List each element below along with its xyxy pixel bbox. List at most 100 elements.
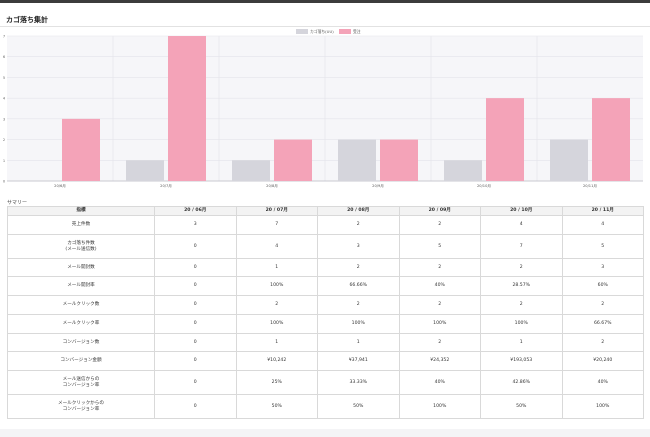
table-cell: 0 xyxy=(154,234,237,259)
table-cell: 100% xyxy=(398,314,481,334)
table-cell: ¥193,053 xyxy=(480,351,563,371)
y-tick-label: 4 xyxy=(3,97,6,101)
legend-label: 受注 xyxy=(353,29,361,34)
table-cell: 0 xyxy=(154,351,237,371)
y-tick-label: 7 xyxy=(3,35,5,39)
table-cell: 0 xyxy=(154,314,237,334)
table-cell: 4 xyxy=(480,215,563,235)
table-cell: 50% xyxy=(317,394,400,419)
row-label: コンバージョン数 xyxy=(7,333,155,352)
x-tick-label: 20/9月 xyxy=(372,183,384,188)
table-cell: ¥10,242 xyxy=(235,351,318,371)
column-header: 20 / 09月 xyxy=(398,206,481,216)
table-cell: 40% xyxy=(398,276,481,296)
row-label: メール送信からの コンバージョン率 xyxy=(7,370,155,395)
y-tick-label: 6 xyxy=(3,55,6,59)
summary-table: 指標 20 / 06月 20 / 07月 20 / 08月 20 / 09月 20 / 1… xyxy=(7,206,644,419)
table-cell: 3 xyxy=(561,258,644,277)
table-cell: 50% xyxy=(480,394,563,419)
table-cell: 0 xyxy=(154,370,237,395)
table-cell: 2 xyxy=(317,258,400,277)
table-cell: 2 xyxy=(398,215,481,235)
table-cell: 33.33% xyxy=(317,370,400,395)
table-cell: 0 xyxy=(154,333,237,352)
row-label: メールクリックからの コンバージョン率 xyxy=(7,394,155,419)
row-label: メールクリック率 xyxy=(7,314,155,334)
column-header: 20 / 11月 xyxy=(561,206,644,216)
bar-orders xyxy=(486,98,524,181)
table-cell: 60% xyxy=(561,276,644,296)
bar-orders xyxy=(592,98,630,181)
row-label: メール開封率 xyxy=(7,276,155,296)
table-row: 売上件数 3 7 2 2 4 4 xyxy=(7,215,644,235)
table-cell: 4 xyxy=(561,215,644,235)
table-cell: 28.57% xyxy=(480,276,563,296)
table-cell: 1 xyxy=(235,333,318,352)
table-row: カゴ落ち件数 (メール送信数) 0 4 3 5 7 5 xyxy=(7,234,644,259)
table-cell: 100% xyxy=(317,314,400,334)
table-cell: 66.67% xyxy=(561,314,644,334)
table-cell: 100% xyxy=(480,314,563,334)
row-label: 売上件数 xyxy=(7,215,155,235)
column-header: 20 / 07月 xyxy=(235,206,318,216)
table-row: コンバージョン金額 0 ¥10,242 ¥37,941 ¥24,352 ¥193,053 ¥… xyxy=(7,351,644,371)
table-cell: 66.66% xyxy=(317,276,400,296)
table-cell: 5 xyxy=(398,234,481,259)
table-cell: ¥20,240 xyxy=(561,351,644,371)
column-header: 20 / 08月 xyxy=(317,206,400,216)
table-cell: ¥24,352 xyxy=(398,351,481,371)
table-cell: 2 xyxy=(317,295,400,315)
legend-swatch xyxy=(296,29,308,34)
page-footer-band xyxy=(0,429,650,437)
bar-cart-abandon xyxy=(126,160,164,181)
table-cell: 1 xyxy=(317,333,400,352)
table-header-row: 指標 20 / 06月 20 / 07月 20 / 08月 20 / 09月 20 / 1… xyxy=(7,206,644,216)
row-label: コンバージョン金額 xyxy=(7,351,155,371)
table-cell: 100% xyxy=(235,314,318,334)
table-cell: 50% xyxy=(235,394,318,419)
table-cell: 3 xyxy=(154,215,237,235)
bar-chart: 0 1 2 3 4 5 6 7 20/6月 20/7月 20/8月 20/9月 20/10月 20/11月… xyxy=(3,29,643,188)
table-row: メール送信からの コンバージョン率 0 25% 33.33% 40% 42.86% 40% xyxy=(7,370,644,395)
table-cell: 0 xyxy=(154,295,237,315)
table-cell: 100% xyxy=(561,394,644,419)
table-cell: ¥37,941 xyxy=(317,351,400,371)
table-row: メール開封数 0 1 2 2 2 3 xyxy=(7,258,644,277)
bar-orders xyxy=(274,139,312,181)
table-cell: 0 xyxy=(154,394,237,419)
table-cell: 2 xyxy=(398,333,481,352)
table-cell: 2 xyxy=(398,258,481,277)
x-tick-label: 20/8月 xyxy=(266,183,278,188)
table-row: メールクリック率 0 100% 100% 100% 100% 66.67% xyxy=(7,314,644,334)
table-cell: 2 xyxy=(480,295,563,315)
y-tick-label: 3 xyxy=(3,117,5,121)
column-header: 指標 xyxy=(7,206,155,216)
page-title: カゴ落ち集計 xyxy=(6,16,48,24)
legend-label: カゴ落ち(UU) xyxy=(310,29,334,34)
table-cell: 100% xyxy=(398,394,481,419)
table-cell: 25% xyxy=(235,370,318,395)
bar-cart-abandon xyxy=(338,139,376,181)
bar-orders xyxy=(168,36,206,181)
table-cell: 0 xyxy=(154,258,237,277)
table-cell: 2 xyxy=(398,295,481,315)
table-row: メール開封率 0 100% 66.66% 40% 28.57% 60% xyxy=(7,276,644,296)
table-cell: 1 xyxy=(480,333,563,352)
y-tick-label: 2 xyxy=(3,138,5,142)
y-tick-label: 0 xyxy=(3,180,6,184)
top-bar xyxy=(0,0,650,3)
column-header: 20 / 10月 xyxy=(480,206,563,216)
x-tick-label: 20/7月 xyxy=(160,183,172,188)
table-cell: 42.86% xyxy=(480,370,563,395)
bar-cart-abandon xyxy=(232,160,270,181)
row-label: カゴ落ち件数 (メール送信数) xyxy=(7,234,155,259)
row-label: メール開封数 xyxy=(7,258,155,277)
title-divider xyxy=(0,26,650,27)
table-cell: 3 xyxy=(317,234,400,259)
table-cell: 5 xyxy=(561,234,644,259)
y-tick-label: 1 xyxy=(3,159,5,163)
x-tick-label: 20/10月 xyxy=(477,183,491,188)
table-cell: 100% xyxy=(235,276,318,296)
table-cell: 1 xyxy=(235,258,318,277)
table-cell: 40% xyxy=(561,370,644,395)
